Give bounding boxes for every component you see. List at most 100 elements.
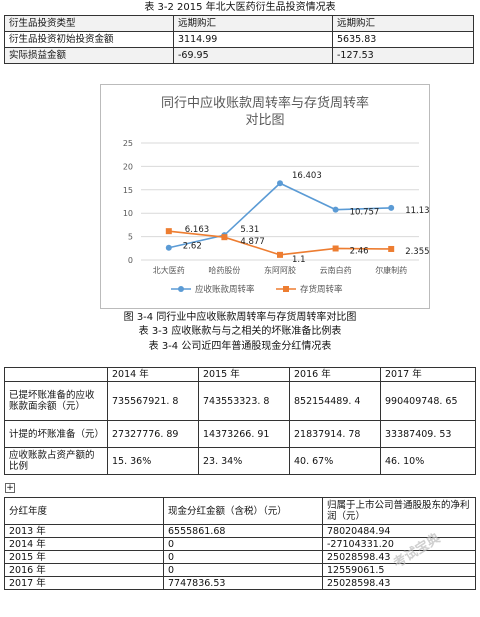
table-row: 2014 年 0 -27104331.20 [4, 537, 476, 551]
table-cell: -127.53 [332, 47, 474, 64]
table3-caption: 表 3-3 应收账款与与之相关的坏账准备比例表 [138, 326, 342, 337]
data-label: 1.1 [292, 255, 306, 265]
table-cell: 14373266. 91 [198, 420, 290, 448]
table-cell: 现金分红金额（含税）（元） [163, 497, 323, 525]
table-cell: 2014 年 [4, 537, 164, 551]
table-cell: 远期购汇 [173, 15, 333, 32]
table-cell: 2017 年 [380, 367, 476, 382]
data-label: 2.46 [350, 246, 369, 256]
y-tick-label: 25 [123, 139, 133, 148]
table-cell: 2015 年 [198, 367, 290, 382]
x-tick-label: 云南白药 [320, 265, 352, 275]
table-cell: 15. 36% [107, 447, 199, 475]
table-cell: 衍生品投资初始投资金额 [4, 31, 174, 48]
legend-marker [283, 286, 289, 292]
table-cell: 2014 年 [107, 367, 199, 382]
table-cell: 已提坏账准备的应收账款面余额（元） [4, 381, 108, 421]
data-label: 2.355 [405, 247, 429, 257]
data-point [332, 206, 339, 213]
table-cell: 7747836.53 [163, 576, 323, 590]
x-tick-label: 北大医药 [153, 265, 185, 275]
data-label: 6.163 [185, 225, 209, 235]
legend-marker [178, 286, 184, 292]
table-row: 2014 年 2015 年 2016 年 2017 年 [4, 367, 476, 382]
data-point [165, 244, 172, 251]
data-point [388, 204, 395, 211]
data-label: 5.31 [240, 225, 259, 235]
table-cell: 46. 10% [380, 447, 476, 475]
table-cell: 3114.99 [173, 31, 333, 48]
table-cell: 78020484.94 [322, 524, 476, 538]
table-cell: 2016 年 [4, 563, 164, 577]
table-cell: 分红年度 [4, 497, 164, 525]
data-label: 16.403 [292, 171, 322, 181]
table-cell: 实际损益金额 [4, 47, 174, 64]
table-cell: 计提的坏账准备（元） [4, 420, 108, 448]
table-row: 2013 年 6555861.68 78020484.94 [4, 524, 476, 538]
table-row: 衍生品投资类型 远期购汇 远期购汇 [4, 15, 474, 32]
table-row: 已提坏账准备的应收账款面余额（元） 735567921. 8 743553323… [4, 381, 476, 421]
table-row: 分红年度 现金分红金额（含税）（元） 归属于上市公司普通股股东的净利润（元） [4, 497, 476, 525]
table-cell: 0 [163, 537, 323, 551]
table-cell: 743553323. 8 [198, 381, 290, 421]
x-tick-label: 哈药股份 [208, 265, 240, 275]
table-cell: 25028598.43 [322, 576, 476, 590]
table-cell: 40. 67% [289, 447, 381, 475]
chart-title-line2: 对比图 [245, 113, 284, 128]
table-move-handle-icon[interactable]: + [5, 483, 15, 493]
data-point [221, 234, 228, 241]
turnover-chart: 同行中应收账款周转率与存货周转率 对比图 0 5 10 15 20 25 北大医药 哈药股份 东… [100, 84, 435, 309]
y-tick-label: 15 [123, 186, 133, 195]
table-cell: 远期购汇 [332, 15, 474, 32]
table-cell: 852154489. 4 [289, 381, 381, 421]
legend-label: 应收账款周转率 [195, 284, 255, 295]
table-cell: 0 [163, 563, 323, 577]
chart-caption: 图 3-4 同行业中应收账款周转率与存货周转率对比图 [123, 312, 357, 323]
y-tick-label: 20 [123, 162, 133, 171]
table-cell: 21837914. 78 [289, 420, 381, 448]
table-row: 应收账款占资产额的比例 15. 36% 23. 34% 40. 67% 46. … [4, 447, 476, 475]
data-label: 10.757 [350, 208, 380, 218]
table-cell: 27327776. 89 [107, 420, 199, 448]
table1-caption: 表 3-2 2015 年北大医药衍生品投资情况表 [144, 2, 336, 13]
table-cell: 2017 年 [4, 576, 164, 590]
table-cell: 990409748. 65 [380, 381, 476, 421]
table-row: 2017 年 7747836.53 25028598.43 [4, 576, 476, 590]
x-tick-label: 尔康制药 [375, 265, 407, 275]
table-cell: 归属于上市公司普通股股东的净利润（元） [322, 497, 476, 525]
chart-svg: 同行中应收账款周转率与存货周转率 对比图 0 5 10 15 20 25 北大医药 哈药股份 东… [123, 95, 435, 295]
data-point [277, 251, 283, 258]
table4-caption: 表 3-4 公司近四年普通股现金分红情况表 [148, 341, 332, 352]
y-tick-label: 10 [123, 209, 133, 218]
table-cell: 衍生品投资类型 [4, 15, 174, 32]
table-cell: 23. 34% [198, 447, 290, 475]
table-cell: 应收账款占资产额的比例 [4, 447, 108, 475]
table-row: 实际损益金额 -69.95 -127.53 [4, 47, 474, 64]
y-tick-label: 0 [128, 256, 133, 265]
table-cell: -69.95 [173, 47, 333, 64]
table-cell: 33387409. 53 [380, 420, 476, 448]
bad-debt-table: 2014 年 2015 年 2016 年 2017 年 已提坏账准备的应收账款面… [4, 367, 476, 475]
table-cell: 2016 年 [289, 367, 381, 382]
data-label: 2.62 [183, 242, 202, 252]
table-cell: 6555861.68 [163, 524, 323, 538]
x-tick-label: 东阿阿胶 [264, 265, 296, 275]
data-point [388, 245, 395, 252]
table-cell [4, 367, 108, 382]
data-label: 11.135 [405, 206, 429, 216]
y-tick-label: 5 [128, 233, 133, 242]
table-row: 计提的坏账准备（元） 27327776. 89 14373266. 91 218… [4, 420, 476, 448]
table-cell: 0 [163, 550, 323, 564]
table-row: 衍生品投资初始投资金额 3114.99 5635.83 [4, 31, 474, 48]
data-label: 4.877 [240, 237, 264, 247]
legend-label: 存货周转率 [300, 284, 343, 295]
table-cell: 5635.83 [332, 31, 474, 48]
derivative-investment-table: 衍生品投资类型 远期购汇 远期购汇 衍生品投资初始投资金额 3114.99 56… [4, 15, 474, 64]
table-cell: 2013 年 [4, 524, 164, 538]
table-cell: 735567921. 8 [107, 381, 199, 421]
data-point [165, 228, 172, 235]
table-cell: 2015 年 [4, 550, 164, 564]
chart-title-line1: 同行中应收账款周转率与存货周转率 [161, 95, 369, 111]
data-point [277, 180, 283, 187]
dividend-table: 分红年度 现金分红金额（含税）（元） 归属于上市公司普通股股东的净利润（元） 2… [4, 497, 476, 590]
